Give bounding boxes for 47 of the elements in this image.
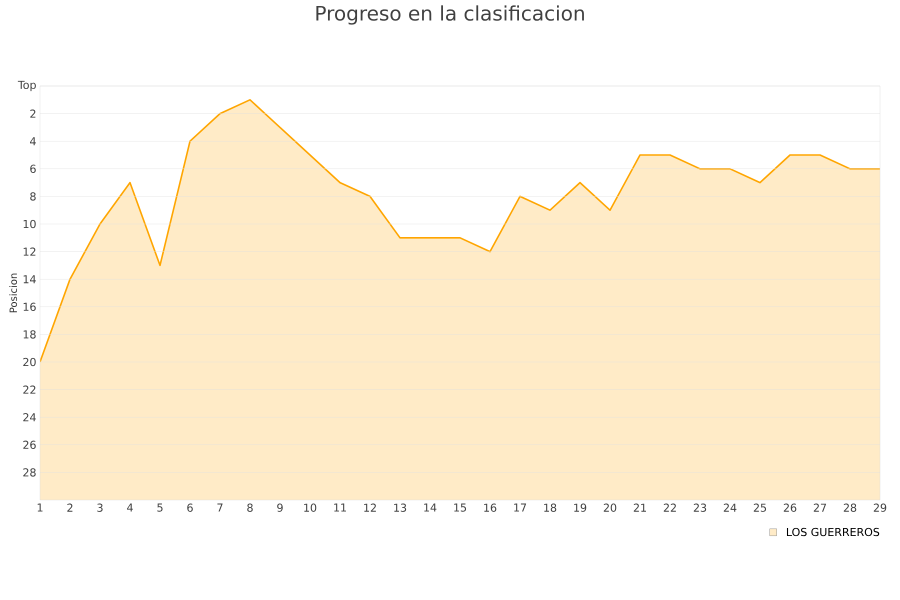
y-tick-label: 24	[23, 413, 36, 422]
y-axis-title: Posicion	[9, 274, 18, 312]
y-tick-label: 12	[24, 248, 36, 256]
x-tick-label: 12	[364, 504, 376, 512]
text: LOS GUERREROS	[786, 528, 880, 536]
x-tick-label: 24	[724, 504, 736, 512]
x-tick-label: 3	[97, 504, 103, 512]
x-tick-label: 9	[277, 504, 283, 512]
y-tick-label: 4	[30, 137, 36, 146]
x-tick-label: 2	[67, 504, 72, 512]
x-tick-label: 10	[304, 504, 316, 512]
x-tick-label: 7	[217, 504, 223, 512]
x-tick-label: 19	[574, 504, 586, 512]
x-tick-label: 11	[334, 504, 346, 512]
y-tick-label: 18	[24, 330, 36, 339]
x-tick-label: 15	[454, 504, 466, 512]
x-tick-label: 23	[694, 504, 706, 512]
chart-title: Progreso en la clasificacion	[316, 5, 584, 25]
x-tick-label: 20	[604, 504, 616, 512]
y-tick-label: 20	[23, 358, 36, 366]
x-tick-label: 29	[874, 504, 886, 512]
y-tick-label: 2	[30, 110, 36, 118]
x-tick-label: 13	[394, 504, 406, 512]
y-tick-label: 8	[30, 192, 36, 201]
x-tick-label: 1	[38, 504, 42, 512]
y-tick-label: 10	[24, 220, 36, 228]
y-tick-label: 14	[24, 275, 36, 284]
x-tick-label: 25	[754, 504, 766, 512]
y-tick-label: 26	[23, 440, 36, 449]
x-tick-label: 14	[424, 504, 436, 512]
x-tick-label: 26	[784, 504, 796, 512]
x-tick-label: 28	[844, 504, 856, 512]
y-tick-label: 16	[24, 302, 36, 311]
y-tick-label: 28	[23, 468, 36, 477]
x-tick-label: 17	[514, 504, 526, 512]
x-tick-label: 8	[247, 504, 253, 512]
x-tick-label: 16	[484, 504, 496, 512]
x-tick-label: 5	[157, 504, 163, 512]
x-tick-label: 4	[127, 504, 133, 512]
y-tick-label: 6	[30, 164, 36, 173]
x-tick-label: 18	[544, 504, 556, 512]
x-tick-label: 22	[664, 504, 676, 512]
x-tick-label: 27	[814, 504, 826, 512]
y-tick-label: Top	[18, 80, 36, 92]
x-tick-label: 6	[187, 504, 193, 512]
y-tick-label: 22	[23, 386, 36, 394]
x-tick-label: 21	[634, 504, 646, 512]
